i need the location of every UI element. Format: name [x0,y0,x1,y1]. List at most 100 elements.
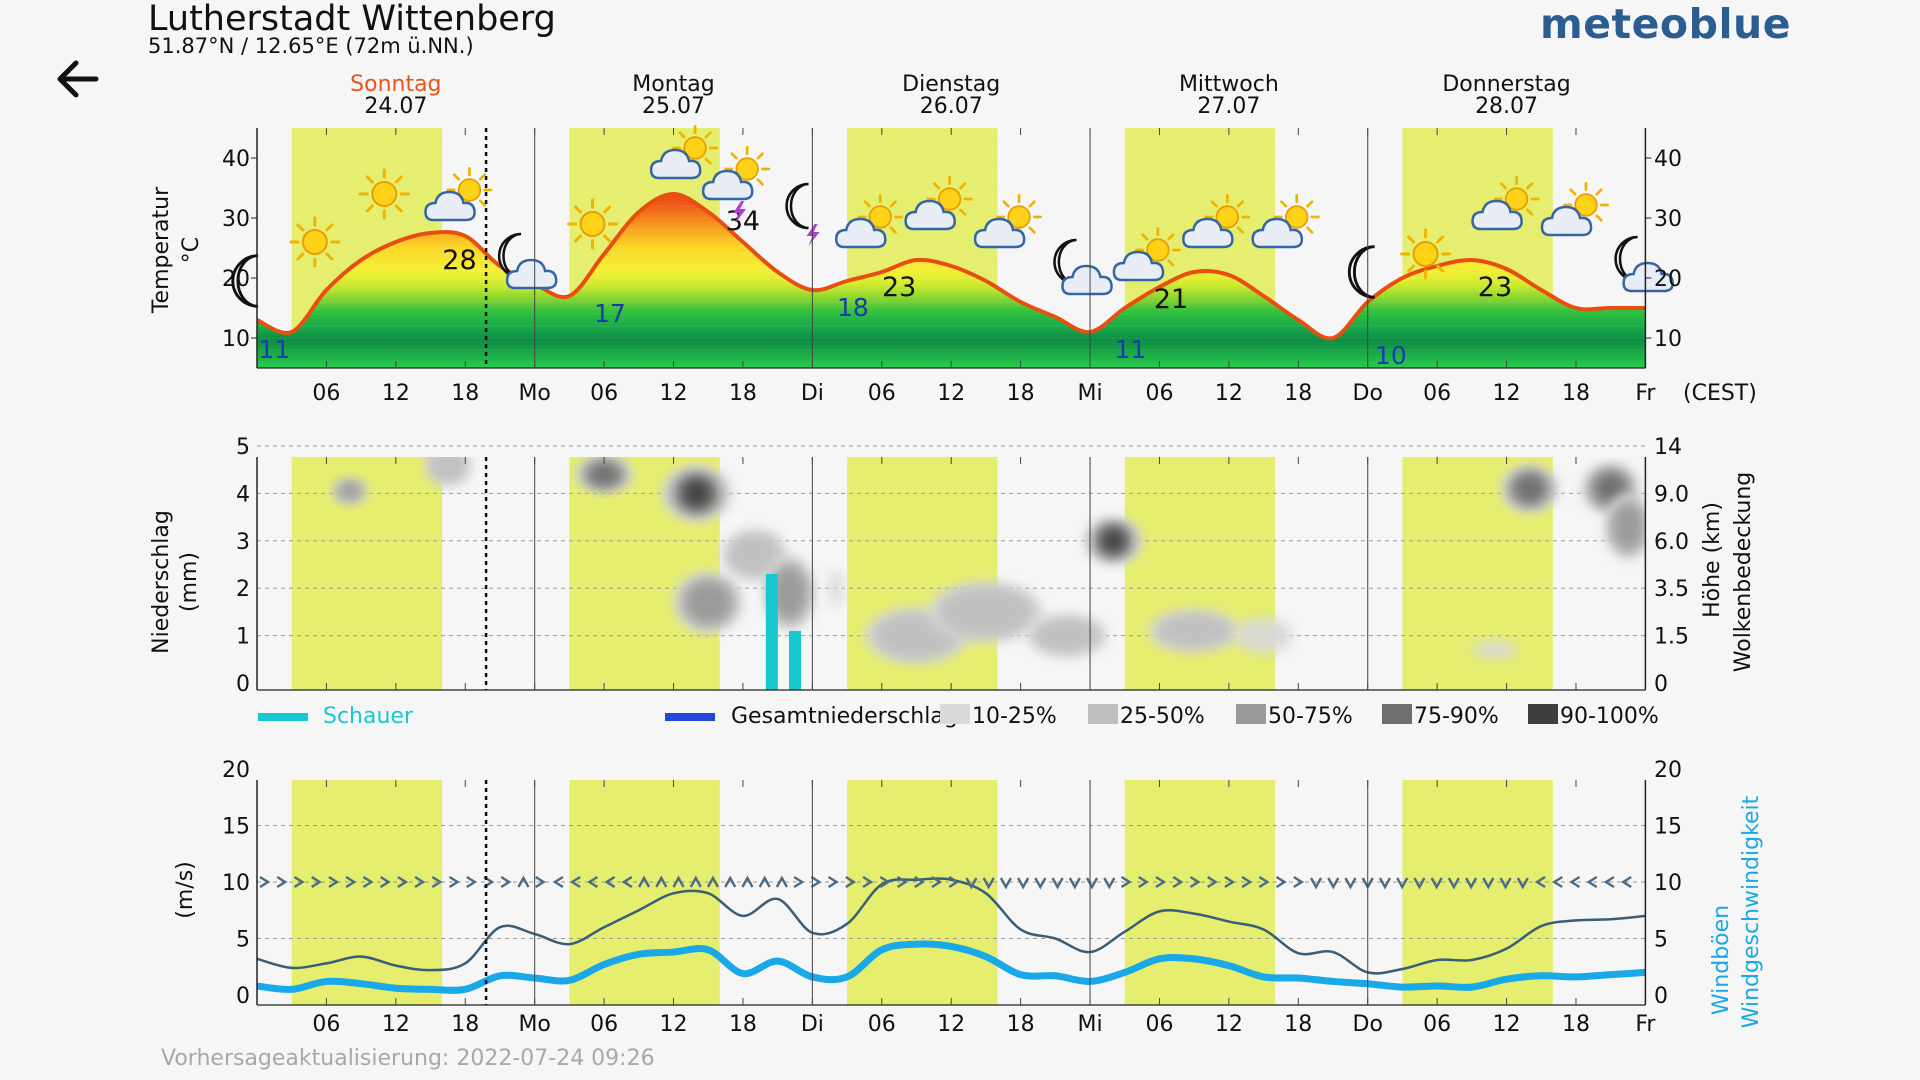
sun-icon [567,198,619,250]
wind-direction-arrow [793,875,805,889]
height-tick-right: 6.0 [1654,530,1689,555]
shower-bar [789,630,802,690]
time-axis-label: 06 [868,1012,896,1037]
time-axis-label: 06 [1423,381,1451,406]
temp-tick-left: 40 [222,147,250,172]
time-axis-label: Fr [1635,381,1656,406]
height-tick-right: 1.5 [1654,625,1689,650]
wind-speed-line [256,940,1646,994]
precip-axis-label: Niederschlag [149,510,174,654]
precipitation-legend: Schauer Gesamtniederschlag 10-25% 25-50% 50-… [258,704,1659,729]
wind-tick-right: 20 [1654,758,1682,783]
back-button[interactable] [48,50,108,110]
temp-max-label: 23 [882,272,916,303]
cloud-legend-label: 75-90% [1414,704,1499,729]
time-axis-label: Mo [518,381,550,406]
wind-direction-arrow [1516,877,1529,890]
wind-direction-arrow [587,875,599,889]
time-axis-label: 12 [382,381,410,406]
wind-direction-arrow [276,875,288,889]
sun-icon [289,216,341,268]
precip-axis-unit: (mm) [177,552,202,612]
cloud-blob [937,586,1035,638]
cloud-icon [1061,264,1113,296]
precip-tick-left: 3 [236,530,250,555]
wind-direction-arrow [1309,877,1323,890]
cloud-blob [828,569,843,607]
time-axis-label: 18 [1562,381,1590,406]
time-axis-label: 12 [937,381,965,406]
time-axis-label: 06 [312,381,340,406]
time-axis-label: 18 [1284,381,1312,406]
cloud-legend-swatch [1382,704,1412,724]
daylight-band [847,780,998,1005]
wind-direction-arrow [1586,875,1598,889]
wind-direction-arrow [1620,875,1632,889]
time-axis-label: 12 [1215,381,1243,406]
wind-direction-arrow [1551,875,1563,889]
wind-direction-arrow [1499,877,1512,890]
temp-max-label: 21 [1154,284,1188,315]
sun-icon [567,198,619,250]
wind-direction-arrow [1207,875,1218,889]
wind-direction-arrow [1344,877,1357,890]
wind-direction-arrow [672,875,685,888]
wind-direction-arrow [1120,875,1132,889]
day-name: Donnerstag [1442,72,1570,97]
wind-direction-arrow [259,875,271,889]
time-axis-label: 12 [937,1012,965,1037]
wind-direction-arrow [604,875,616,889]
time-axis-label: 06 [1145,381,1173,406]
shower-bar [765,573,778,690]
sun-icon [1400,228,1452,280]
wind-direction-arrow [1275,875,1287,889]
cloud-blob [684,480,710,506]
temp-tick-left: 20 [222,267,250,292]
wind-axis-label: (m/s) [173,861,198,918]
wind-direction-arrow [1378,877,1391,890]
temp-min-label: 10 [1375,341,1407,370]
temp-min-label: 11 [1115,335,1147,364]
cloud-blob [1612,503,1644,550]
wind-tick-right: 0 [1654,984,1668,1009]
meteoblue-logo[interactable]: meteoblue [1540,0,1792,48]
time-axis-label: 06 [1145,1012,1173,1037]
wind-tick-left: 15 [222,815,250,840]
wind-direction-arrow [1603,875,1615,889]
wind-direction-arrow [569,875,581,889]
wind-tick-left: 5 [236,928,250,953]
wind-direction-arrow [1068,877,1081,890]
time-axis-label: 06 [590,1012,618,1037]
wind-direction-arrow [1051,877,1064,890]
cloud-blob [428,457,468,483]
time-axis-label: 18 [1007,1012,1035,1037]
wind-tick-left: 20 [222,758,250,783]
day-date: 27.07 [1197,94,1260,119]
wind-direction-arrow [379,875,391,889]
total-precip-legend-label: Gesamtniederschlag [731,704,958,729]
precip-tick-left: 0 [236,672,250,697]
wind-direction-arrow [1327,877,1340,890]
arrow-left-icon [57,60,99,98]
cloud-legend-swatch [940,704,970,724]
wind-direction-arrow [965,877,978,890]
wind-direction-arrow [1224,875,1236,889]
time-axis-label: 06 [1423,1012,1451,1037]
cloud-blob [727,533,782,577]
time-axis-label: 12 [1215,1012,1243,1037]
time-axis-label: 12 [660,1012,688,1037]
temp-tick-right: 10 [1654,327,1682,352]
wind-direction-arrow [810,875,822,889]
precip-tick-left: 4 [236,482,250,507]
cloud-legend-swatch [1528,704,1558,724]
time-axis-label: 18 [1007,381,1035,406]
temp-max-label: 28 [442,245,476,276]
height-tick-right: 14 [1654,435,1682,460]
wind-direction-arrow [621,875,633,889]
day-name: Sonntag [350,72,441,97]
wind-direction-arrow [1103,877,1116,890]
wind-tick-left: 0 [236,984,250,1009]
